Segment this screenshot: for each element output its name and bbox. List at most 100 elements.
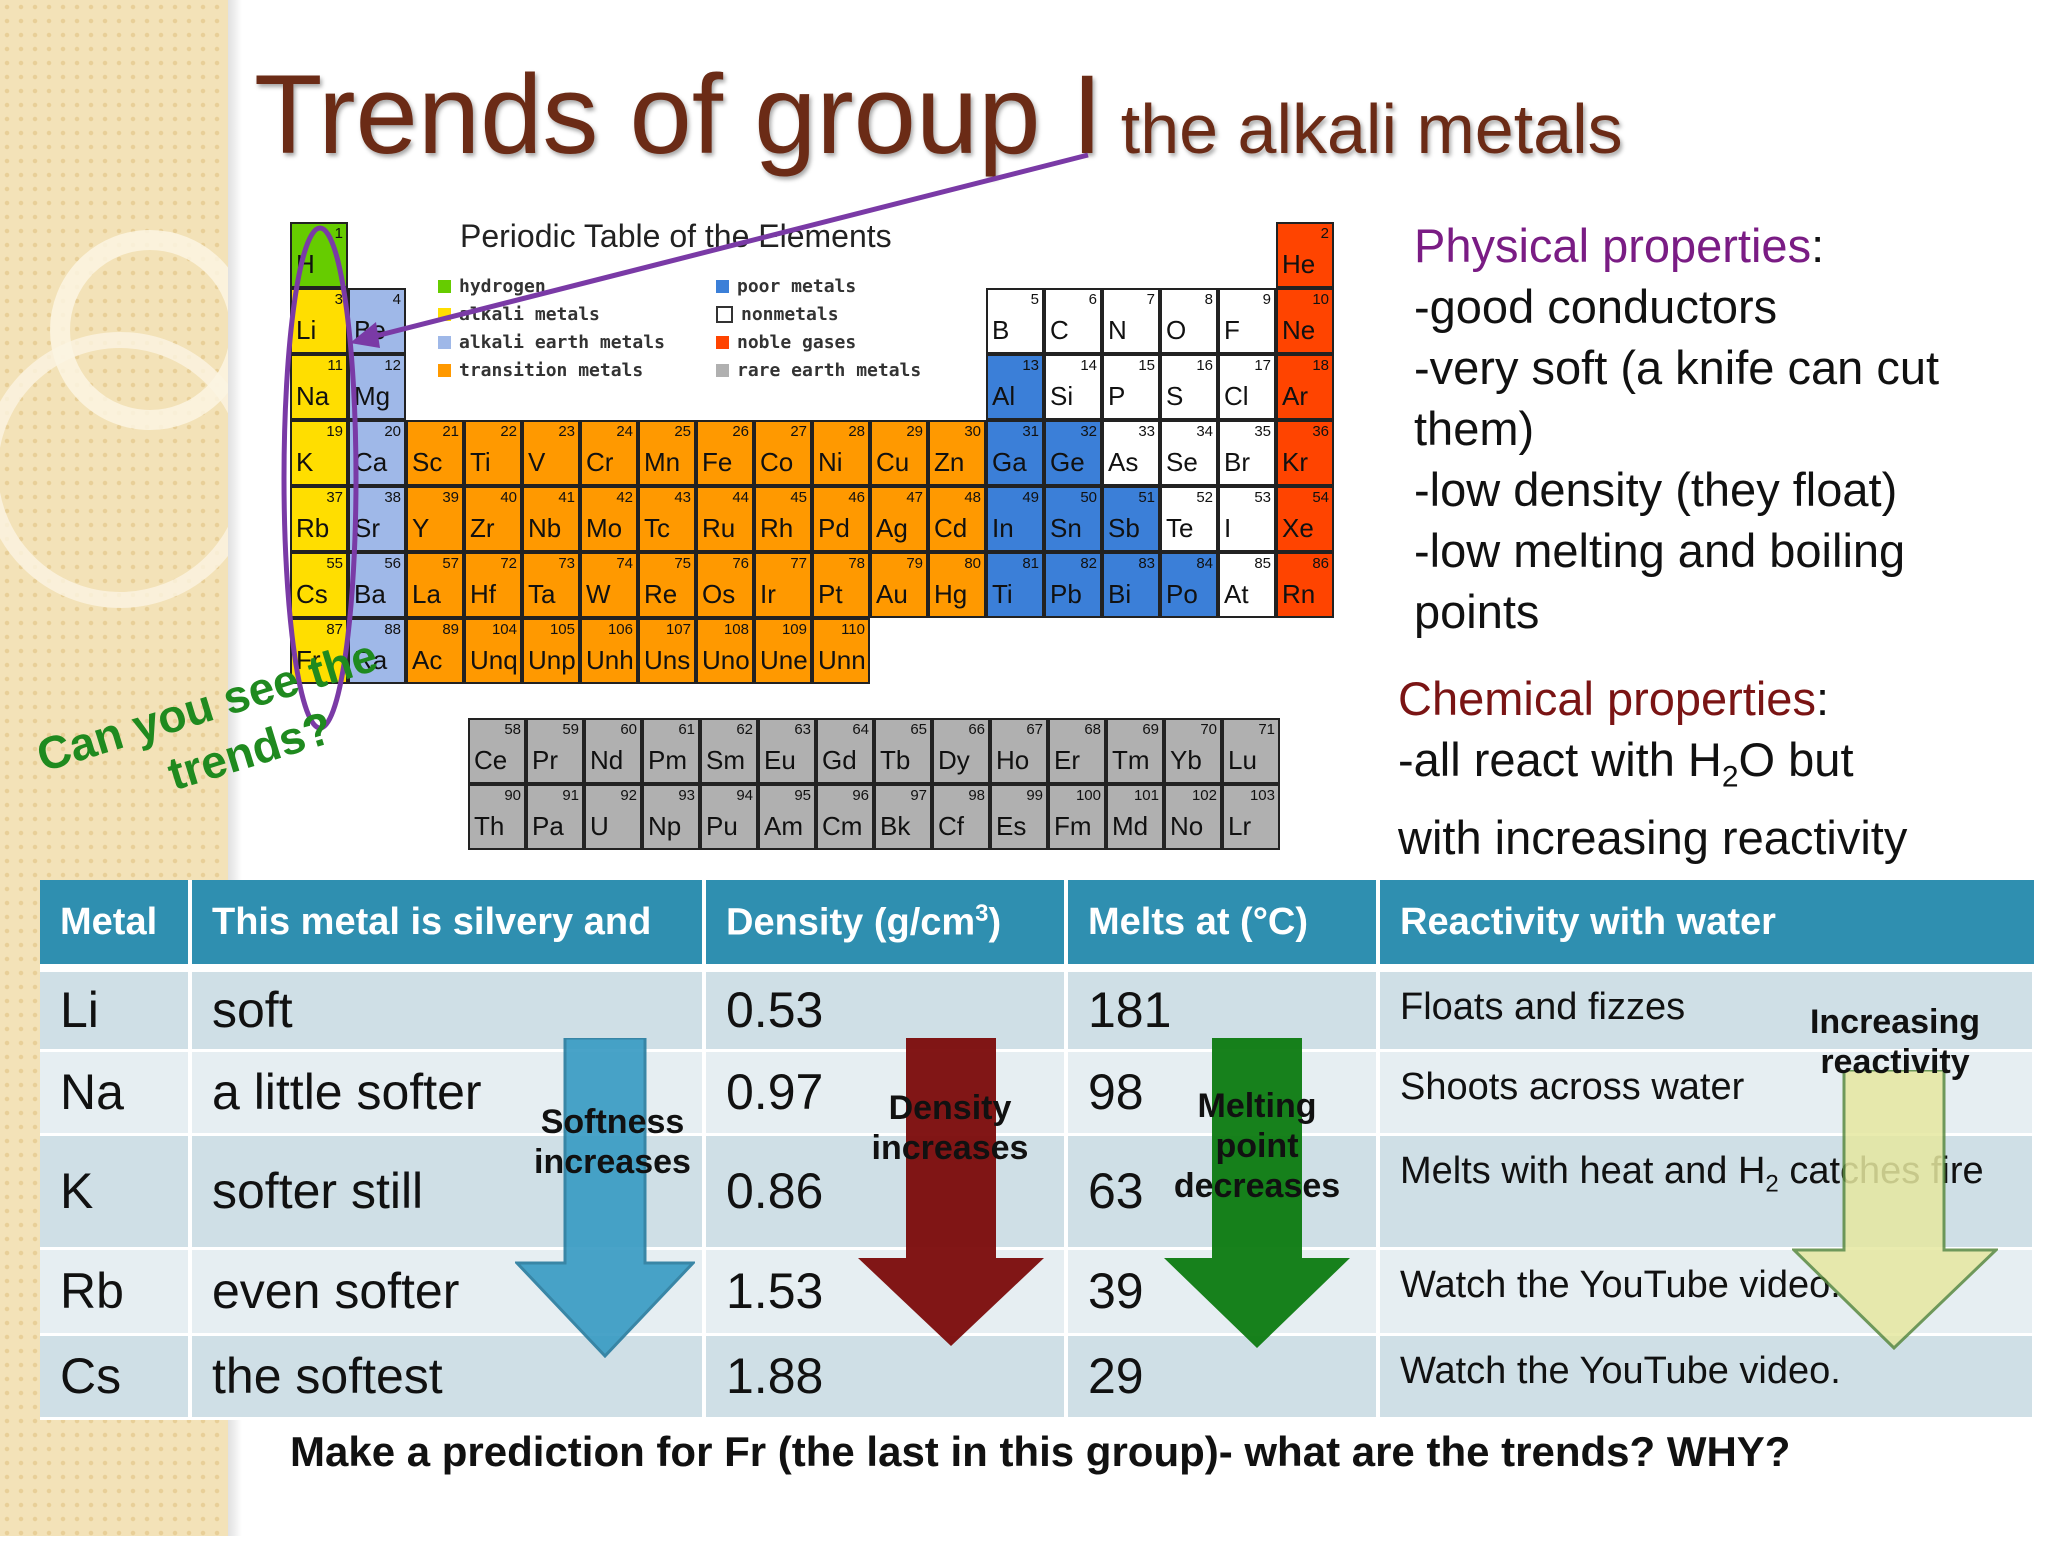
element-symbol: Lu xyxy=(1228,745,1257,775)
atomic-number: 94 xyxy=(736,787,753,804)
atomic-number: 6 xyxy=(1088,291,1097,308)
atomic-number: 74 xyxy=(616,555,633,572)
atomic-number: 84 xyxy=(1196,555,1213,572)
element-cell-pb: 82 Pb xyxy=(1044,552,1102,618)
atomic-number: 100 xyxy=(1075,787,1101,804)
atomic-number: 44 xyxy=(732,489,749,506)
cell-metal: Rb xyxy=(40,1248,192,1336)
element-cell-er: 68 Er xyxy=(1048,718,1106,784)
element-cell-cr: 24 Cr xyxy=(580,420,638,486)
cell-melts: 181 xyxy=(1066,968,1380,1052)
element-cell-ga: 31 Ga xyxy=(986,420,1044,486)
atomic-number: 108 xyxy=(723,621,749,638)
element-symbol: Pm xyxy=(648,745,687,775)
cell-metal: Cs xyxy=(40,1334,192,1420)
element-symbol: Cs xyxy=(296,579,328,609)
atomic-number: 17 xyxy=(1254,357,1271,374)
element-cell-zn: 30 Zn xyxy=(928,420,986,486)
atomic-number: 22 xyxy=(500,423,517,440)
element-cell-np: 93 Np xyxy=(642,784,700,850)
atomic-number: 41 xyxy=(558,489,575,506)
chemical-heading: Chemical properties xyxy=(1398,672,1816,725)
element-cell-fm: 100 Fm xyxy=(1048,784,1106,850)
atomic-number: 4 xyxy=(392,291,401,308)
element-cell-ge: 32 Ge xyxy=(1044,420,1102,486)
element-symbol: Gd xyxy=(822,745,857,775)
element-cell-se: 34 Se xyxy=(1160,420,1218,486)
element-cell-nd: 60 Nd xyxy=(584,718,642,784)
element-cell-une: 109 Une xyxy=(754,618,812,684)
element-symbol: Mn xyxy=(644,447,681,477)
header-density: Density (g/cm3) xyxy=(704,880,1068,972)
legend-item: nonmetals xyxy=(716,304,839,325)
element-symbol: U xyxy=(590,811,609,841)
physical-line: them) xyxy=(1414,402,1535,455)
atomic-number: 107 xyxy=(665,621,691,638)
element-cell-tb: 65 Tb xyxy=(874,718,932,784)
atomic-number: 76 xyxy=(732,555,749,572)
physical-line: points xyxy=(1414,585,1540,638)
legend-label: alkali earth metals xyxy=(459,332,665,353)
element-symbol: Rn xyxy=(1282,579,1316,609)
element-symbol: Uno xyxy=(702,645,750,675)
element-cell-unh: 106 Unh xyxy=(580,618,638,684)
atomic-number: 60 xyxy=(620,721,637,738)
element-symbol: Ce xyxy=(474,745,508,775)
atomic-number: 90 xyxy=(504,787,521,804)
atomic-number: 73 xyxy=(558,555,575,572)
element-symbol: Na xyxy=(296,381,330,411)
element-symbol: N xyxy=(1108,315,1127,345)
atomic-number: 15 xyxy=(1138,357,1155,374)
element-cell-ce: 58 Ce xyxy=(468,718,526,784)
element-symbol: La xyxy=(412,579,441,609)
element-symbol: Ru xyxy=(702,513,736,543)
element-cell-br: 35 Br xyxy=(1218,420,1276,486)
element-symbol: P xyxy=(1108,381,1126,411)
table-row: Na a little softer 0.97 98 Shoots across… xyxy=(40,1050,2036,1136)
atomic-number: 28 xyxy=(848,423,865,440)
element-symbol: Y xyxy=(412,513,430,543)
physical-line: -good conductors xyxy=(1414,280,1778,333)
element-cell-ti: 22 Ti xyxy=(464,420,522,486)
element-symbol: Li xyxy=(296,315,317,345)
element-cell-ti: 81 Ti xyxy=(986,552,1044,618)
element-symbol: Ta xyxy=(528,579,556,609)
element-symbol: Pd xyxy=(818,513,850,543)
element-cell-p: 15 P xyxy=(1102,354,1160,420)
atomic-number: 14 xyxy=(1080,357,1097,374)
element-symbol: Th xyxy=(474,811,505,841)
element-symbol: Ra xyxy=(354,645,388,675)
atomic-number: 56 xyxy=(384,555,401,572)
atomic-number: 109 xyxy=(781,621,807,638)
element-cell-ru: 44 Ru xyxy=(696,486,754,552)
table-row: Cs the softest 1.88 29 Watch the YouTube… xyxy=(40,1334,2036,1420)
element-symbol: Pa xyxy=(532,811,564,841)
cell-density: 0.86 xyxy=(704,1134,1068,1250)
atomic-number: 54 xyxy=(1312,489,1329,506)
element-symbol: Ca xyxy=(354,447,388,477)
element-cell-ir: 77 Ir xyxy=(754,552,812,618)
atomic-number: 92 xyxy=(620,787,637,804)
element-symbol: Tm xyxy=(1112,745,1150,775)
element-symbol: Uns xyxy=(644,645,691,675)
atomic-number: 81 xyxy=(1022,555,1039,572)
element-symbol: V xyxy=(528,447,546,477)
element-cell-zr: 40 Zr xyxy=(464,486,522,552)
atomic-number: 3 xyxy=(334,291,343,308)
element-symbol: Co xyxy=(760,447,794,477)
element-cell-v: 23 V xyxy=(522,420,580,486)
atomic-number: 40 xyxy=(500,489,517,506)
element-cell-tm: 69 Tm xyxy=(1106,718,1164,784)
element-cell-ne: 10 Ne xyxy=(1276,288,1334,354)
atomic-number: 18 xyxy=(1312,357,1329,374)
atomic-number: 77 xyxy=(790,555,807,572)
element-symbol: Re xyxy=(644,579,678,609)
element-cell-pd: 46 Pd xyxy=(812,486,870,552)
element-symbol: Unq xyxy=(470,645,518,675)
element-cell-co: 27 Co xyxy=(754,420,812,486)
legend-swatch xyxy=(716,306,733,323)
